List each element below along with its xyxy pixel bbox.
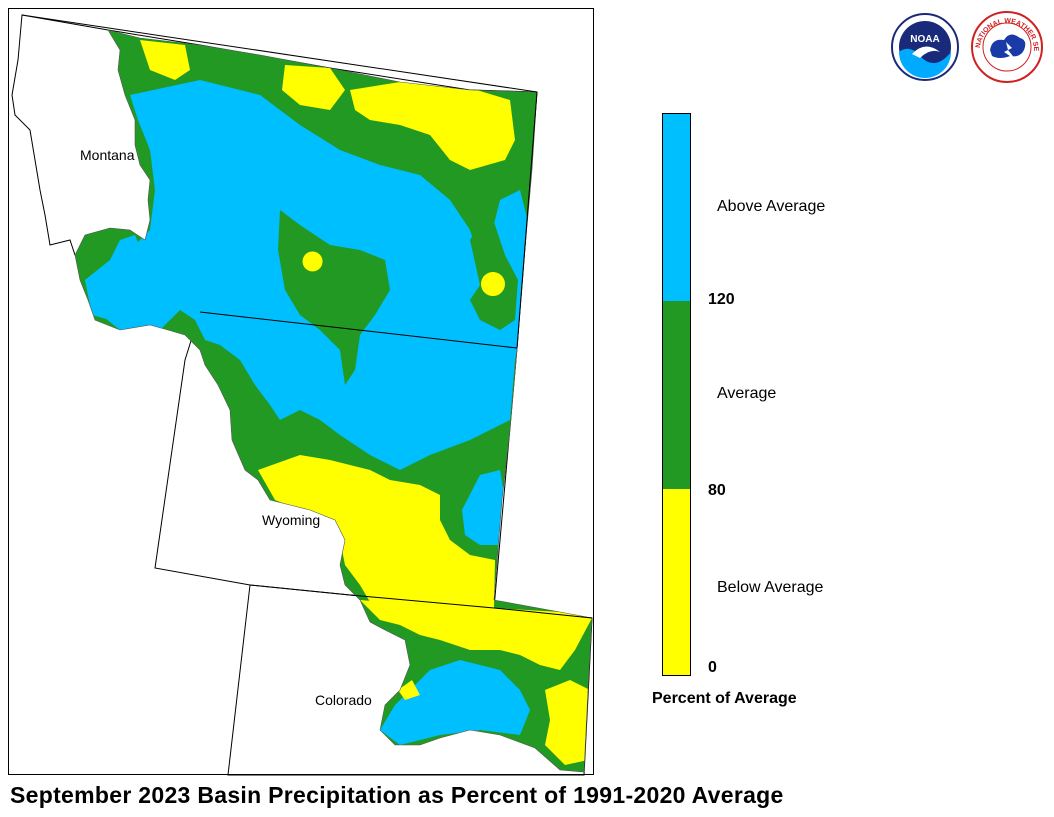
legend-swatch-average xyxy=(663,301,690,489)
legend-label-below: Below Average xyxy=(717,579,824,596)
above-average-region-wyoming-e xyxy=(462,470,505,545)
nws-logo-icon: NATIONAL WEATHER SERVICE xyxy=(970,10,1043,83)
noaa-logo-text: NOAA xyxy=(910,34,939,45)
below-average-region-pocket2 xyxy=(480,272,505,297)
noaa-logo-icon: NOAA xyxy=(891,13,959,81)
page-title: September 2023 Basin Precipitation as Pe… xyxy=(10,782,784,808)
legend-label-average: Average xyxy=(717,385,777,402)
legend-tick-120: 120 xyxy=(708,291,735,308)
state-label-montana: Montana xyxy=(80,147,135,163)
below-average-region-colorado xyxy=(360,600,592,670)
legend-tick-80: 80 xyxy=(708,482,726,499)
below-average-region-wyoming-sw xyxy=(258,455,495,610)
mt-north-border xyxy=(21,14,538,93)
mt-east-border xyxy=(516,91,538,349)
state-label-wyoming: Wyoming xyxy=(262,512,321,528)
legend-colorbar xyxy=(662,113,691,676)
legend-swatch-above xyxy=(663,114,690,301)
legend-swatch-below xyxy=(663,489,690,675)
legend-tick-0: 0 xyxy=(708,659,717,676)
below-average-region-montana-nw xyxy=(140,40,190,80)
wy-co-border xyxy=(349,594,593,619)
below-average-region-colorado-w xyxy=(398,680,420,700)
below-average-region-pocket1 xyxy=(302,251,323,272)
legend-title: Percent of Average xyxy=(652,690,797,707)
above-average-region-sw xyxy=(85,235,145,320)
basin-outline xyxy=(74,29,593,773)
average-pocket-east xyxy=(470,210,518,330)
average-pocket-central xyxy=(278,210,390,385)
below-average-region-montana-ne xyxy=(350,82,515,170)
above-average-region-colorado xyxy=(380,660,530,745)
legend-label-above: Above Average xyxy=(717,198,826,215)
state-label-colorado: Colorado xyxy=(315,692,372,708)
below-average-region-colorado-e xyxy=(545,680,590,765)
below-average-region-montana-n xyxy=(282,65,345,110)
mt-wy-border xyxy=(199,311,518,349)
